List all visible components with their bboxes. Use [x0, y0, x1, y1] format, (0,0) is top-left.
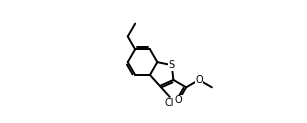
- Text: O: O: [175, 95, 183, 105]
- Text: S: S: [169, 60, 175, 70]
- Text: O: O: [195, 75, 203, 85]
- Text: Cl: Cl: [165, 98, 174, 108]
